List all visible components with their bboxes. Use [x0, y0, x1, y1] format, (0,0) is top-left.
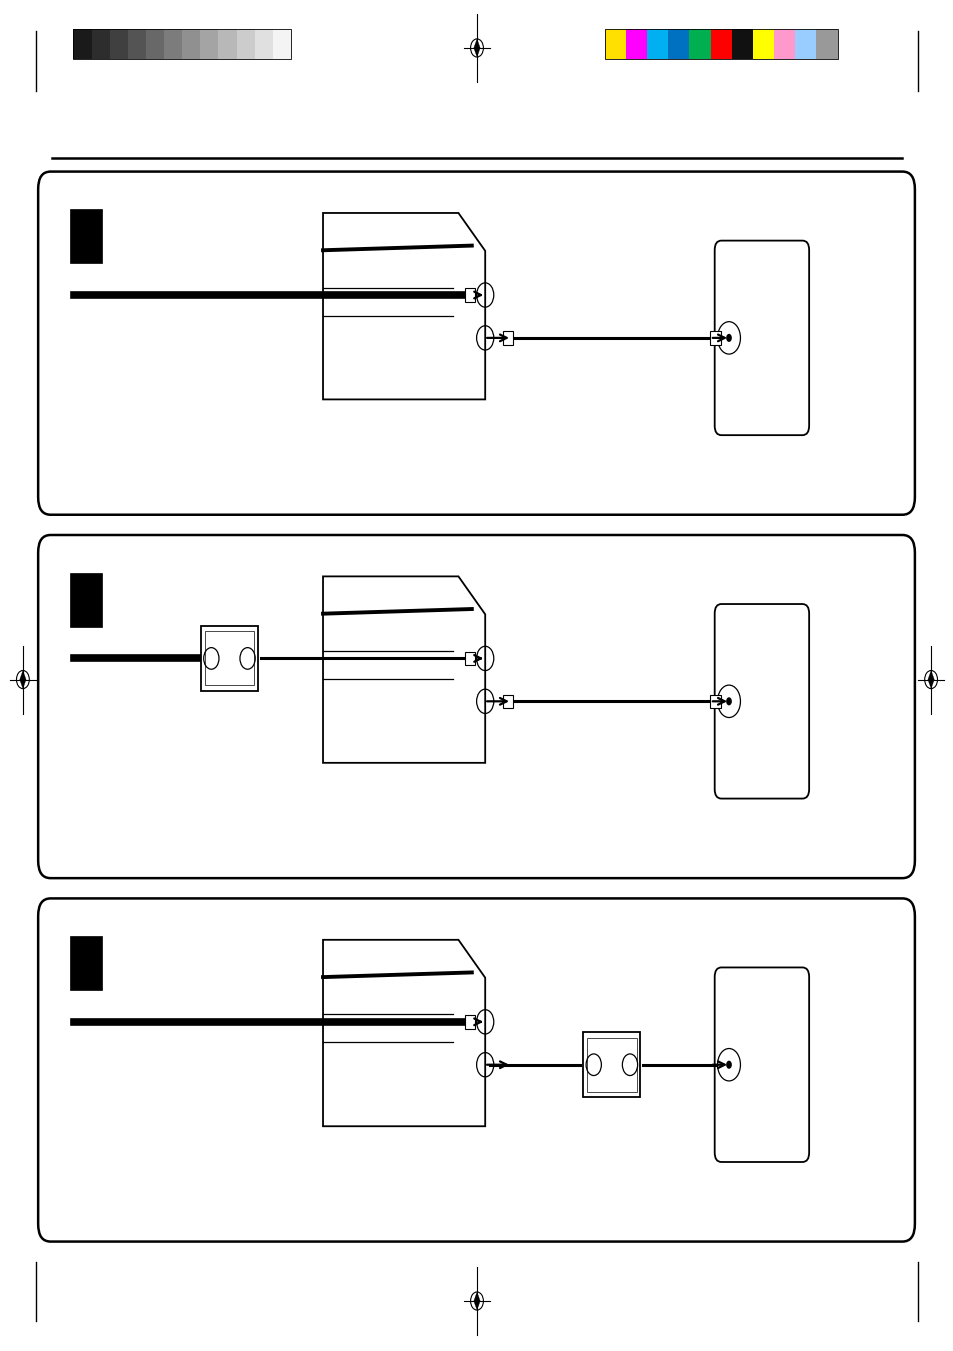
Bar [273, 28, 291, 58]
Bar [604, 28, 625, 58]
Polygon shape [323, 940, 485, 1127]
Bar [502, 331, 513, 345]
Bar [73, 28, 91, 58]
Bar [110, 28, 128, 58]
Circle shape [725, 697, 731, 705]
Bar [773, 28, 795, 58]
Bar [464, 288, 475, 301]
Bar [710, 331, 720, 345]
Bar [464, 1015, 475, 1028]
Bar [710, 28, 731, 58]
Bar [73, 28, 291, 58]
FancyBboxPatch shape [38, 898, 914, 1242]
Bar [604, 28, 837, 58]
Bar [236, 28, 254, 58]
Bar [182, 28, 200, 58]
Bar [668, 28, 689, 58]
Bar [128, 28, 146, 58]
Polygon shape [323, 577, 485, 763]
Bar [586, 1038, 636, 1092]
Bar [646, 28, 668, 58]
Circle shape [725, 1061, 731, 1069]
FancyBboxPatch shape [714, 604, 808, 798]
Polygon shape [474, 39, 479, 57]
FancyBboxPatch shape [38, 535, 914, 878]
Bar [91, 28, 110, 58]
Bar [70, 573, 102, 627]
Bar [70, 209, 102, 263]
Bar [464, 651, 475, 665]
Bar [218, 28, 236, 58]
Bar [254, 28, 273, 58]
FancyBboxPatch shape [714, 240, 808, 435]
Polygon shape [20, 670, 26, 689]
Bar [582, 1032, 639, 1097]
Bar [164, 28, 182, 58]
Bar [689, 28, 710, 58]
Polygon shape [927, 670, 933, 689]
Circle shape [725, 334, 731, 342]
Bar [710, 694, 720, 708]
Bar [70, 936, 102, 990]
Bar [146, 28, 164, 58]
FancyBboxPatch shape [714, 967, 808, 1162]
Bar [502, 694, 513, 708]
Bar [205, 631, 254, 685]
Bar [795, 28, 816, 58]
Polygon shape [323, 213, 485, 400]
Bar [816, 28, 837, 58]
Bar [200, 28, 218, 58]
Bar [731, 28, 752, 58]
Bar [752, 28, 773, 58]
Bar [201, 626, 258, 690]
Polygon shape [474, 1292, 479, 1310]
Bar [625, 28, 646, 58]
FancyBboxPatch shape [38, 172, 914, 515]
